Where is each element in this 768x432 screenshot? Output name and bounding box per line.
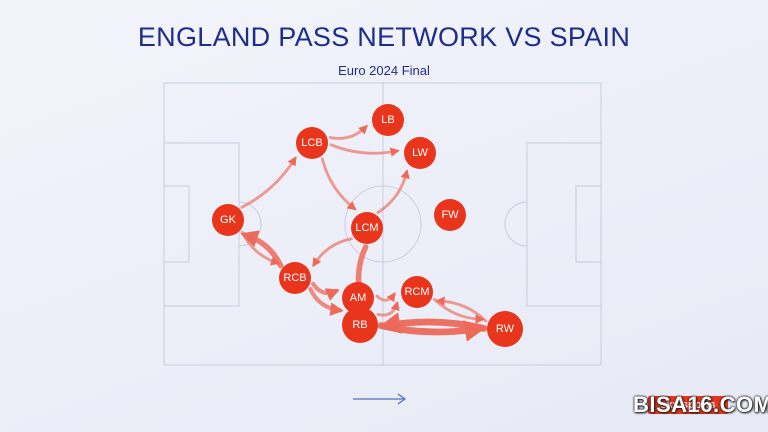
player-node-circle xyxy=(279,262,311,294)
pass-lcb-to-lb xyxy=(328,124,368,140)
player-node-lb: LB xyxy=(372,104,404,136)
player-node-rcb: RCB xyxy=(279,262,311,294)
player-node-rw: RW xyxy=(487,311,523,347)
player-nodes: GK LCB LB LW FW LCM RCB AM RCM RB RW xyxy=(212,104,523,347)
pass-gk-to-lcb xyxy=(240,156,297,209)
right-arrow-icon xyxy=(353,393,407,405)
player-node-label: LB xyxy=(381,114,394,126)
player-node-circle xyxy=(212,204,244,236)
player-node-circle xyxy=(404,137,436,169)
right-goal-area xyxy=(575,185,602,263)
player-node-circle xyxy=(351,212,383,244)
player-node-label: RW xyxy=(496,323,515,335)
right-penalty-area xyxy=(526,142,602,307)
broadcaster-logo: sky sports xyxy=(648,396,728,414)
pass-rcb-to-rb xyxy=(308,287,344,316)
watermark-text: BISA16.COM xyxy=(633,392,768,417)
player-node-circle xyxy=(434,199,466,231)
player-node-rb: RB xyxy=(342,307,378,343)
chart-subtitle: Euro 2024 Final xyxy=(338,63,430,78)
player-node-circle xyxy=(372,104,404,136)
player-node-circle xyxy=(401,276,433,308)
pass-rcb-to-gk xyxy=(240,230,284,269)
pass-lcm-to-lw xyxy=(376,169,410,214)
left-goal-area xyxy=(163,185,190,263)
player-node-label: RCB xyxy=(283,272,306,284)
player-node-circle xyxy=(342,282,374,314)
player-node-label: LCB xyxy=(301,137,322,149)
player-node-label: LW xyxy=(412,147,428,159)
centre-circle xyxy=(344,185,422,263)
player-node-am: AM xyxy=(342,282,374,314)
pass-lcb-to-lcm xyxy=(320,157,357,211)
pass-rw-to-rb xyxy=(378,312,488,334)
player-node-circle xyxy=(487,311,523,347)
player-node-label: AM xyxy=(350,292,367,304)
player-node-rcm: RCM xyxy=(401,276,433,308)
player-node-lcm: LCM xyxy=(351,212,383,244)
player-node-label: LCM xyxy=(355,222,378,234)
player-node-label: FW xyxy=(441,209,459,221)
player-node-label: RCM xyxy=(404,286,429,298)
player-node-circle xyxy=(296,127,328,159)
pass-lcb-to-lw xyxy=(329,143,400,157)
chart-title: ENGLAND PASS NETWORK VS SPAIN xyxy=(137,22,631,52)
player-node-label: GK xyxy=(220,214,237,226)
player-node-gk: GK xyxy=(212,204,244,236)
pass-lcm-to-rcb xyxy=(312,237,353,268)
pass-am-to-rcm xyxy=(375,292,396,303)
pass-rcm-to-rw xyxy=(433,297,485,324)
player-node-fw: FW xyxy=(434,199,466,231)
player-node-label: RB xyxy=(352,319,367,331)
player-node-lw: LW xyxy=(404,137,436,169)
pass-rb-to-rcm xyxy=(376,300,400,317)
player-node-circle xyxy=(342,307,378,343)
player-node-lcb: LCB xyxy=(296,127,328,159)
pass-rcb-to-am xyxy=(311,281,340,301)
right-penalty-arc xyxy=(504,201,528,247)
